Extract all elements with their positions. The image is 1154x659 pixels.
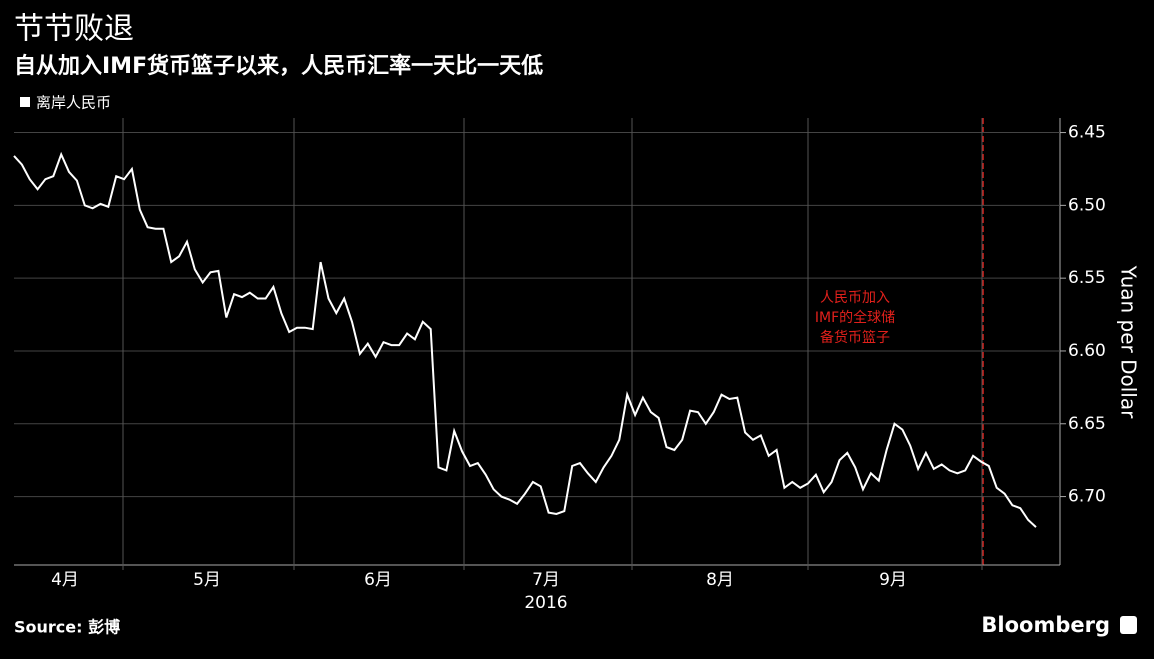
- annotation: 人民币加入: [820, 290, 890, 306]
- annotation: 备货币篮子: [820, 329, 890, 346]
- x-tick-label: 6月: [364, 570, 392, 590]
- x-tick-label: 8月: [706, 570, 734, 590]
- y-tick-label: 6.65: [1068, 414, 1106, 434]
- y-tick-label: 6.55: [1068, 268, 1106, 288]
- y-tick-label: 6.70: [1068, 487, 1106, 507]
- y-tick-label: 6.50: [1068, 195, 1106, 215]
- x-tick-label: 7月: [532, 570, 560, 590]
- source: Source: 彭博: [14, 618, 120, 637]
- brand-icon: [1120, 616, 1137, 634]
- legend-label: 离岸人民币: [36, 94, 111, 112]
- x-year-label: 2016: [524, 593, 567, 613]
- annotation: IMF的全球储: [815, 309, 895, 326]
- chart-subtitle: 自从加入IMF货币篮子以来，人民币汇率一天比一天低: [14, 53, 543, 79]
- x-tick-label: 5月: [193, 570, 221, 590]
- x-tick-label: 9月: [879, 570, 907, 590]
- y-axis-label: Yuan per Dollar: [1117, 265, 1141, 419]
- chart-title: 节节败退: [14, 12, 134, 47]
- brand: Bloomberg: [981, 613, 1110, 637]
- y-tick-label: 6.60: [1068, 341, 1106, 361]
- y-tick-label: 6.45: [1068, 123, 1106, 143]
- x-tick-label: 4月: [51, 570, 79, 590]
- data-line: [13, 151, 1037, 528]
- legend-swatch: [20, 97, 30, 107]
